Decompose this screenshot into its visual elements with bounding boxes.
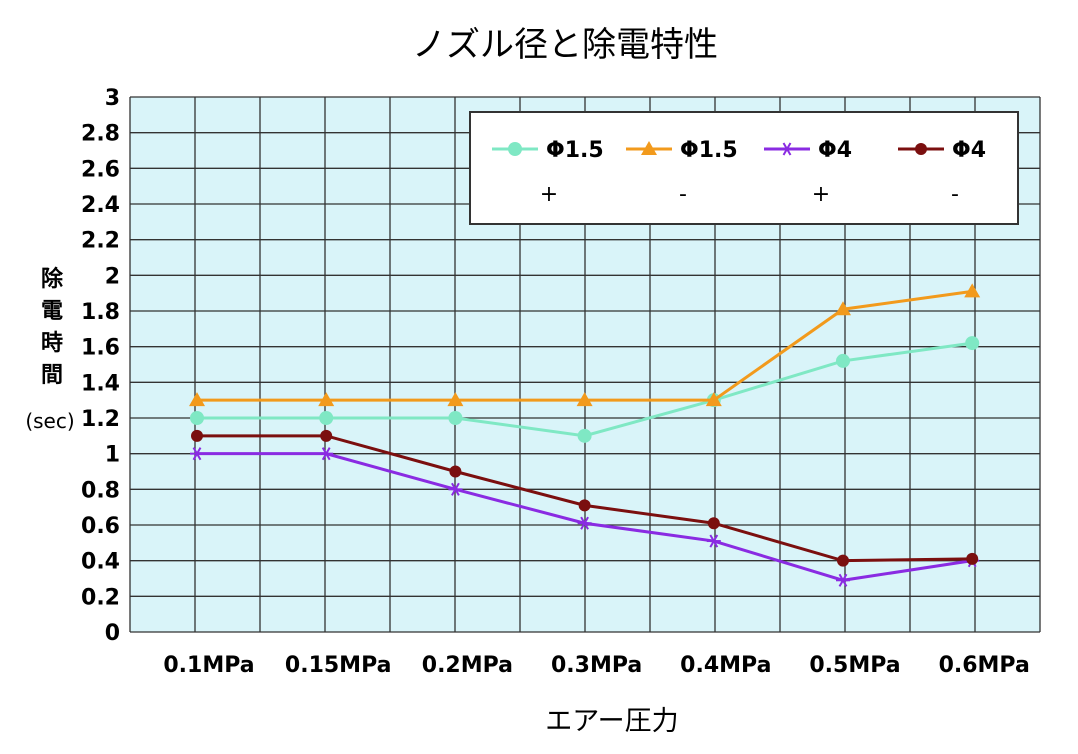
- x-tick-label: 0.5MPa: [809, 653, 900, 678]
- series-marker: [190, 411, 204, 425]
- series-2: [189, 283, 981, 407]
- y-tick-label: 0.6: [81, 514, 120, 539]
- series-marker: [780, 142, 794, 156]
- legend-item-2: Φ1.5 -: [626, 138, 738, 207]
- legend-sign: +: [540, 182, 558, 207]
- legend-sign: +: [812, 182, 830, 207]
- y-axis-label-char: 間: [41, 363, 63, 388]
- legend-item-4: Φ4 -: [898, 138, 986, 207]
- y-axis-ticks: 0 0.2 0.4 0.6 0.8 1 1.2 1.4 1.6 1.8 2 2.2 2.4 2.6 2.8 3: [81, 86, 120, 646]
- legend-item-1: Φ1.5 +: [492, 138, 604, 207]
- legend-sign: -: [679, 182, 687, 207]
- x-axis-ticks: 0.1MPa 0.15MPa 0.2MPa 0.3MPa 0.4MPa 0.5MPa 0.6…: [163, 653, 1029, 678]
- series-1: [190, 336, 980, 443]
- series-marker: [578, 499, 591, 512]
- x-tick-label: 0.3MPa: [551, 653, 642, 678]
- series-marker: [707, 517, 720, 530]
- legend: Φ1.5 + Φ1.5 - Φ4 + Φ4 -: [469, 111, 1019, 225]
- series-marker: [965, 336, 980, 351]
- series-marker: [835, 301, 851, 316]
- y-tick-label: 3: [105, 86, 120, 111]
- y-tick-label: 0.4: [81, 550, 120, 575]
- y-tick-label: 1: [105, 443, 120, 468]
- series-layer: [189, 283, 981, 587]
- series-marker: [915, 143, 927, 155]
- series-marker: [448, 411, 463, 425]
- series-marker: [320, 429, 333, 442]
- series-marker: [319, 411, 334, 425]
- legend-label: Φ1.5: [680, 138, 738, 163]
- series-marker: [705, 392, 722, 407]
- y-axis-label-unit: (sec): [25, 409, 74, 433]
- y-axis-label-char: 電: [41, 299, 63, 324]
- x-tick-label: 0.2MPa: [422, 653, 513, 678]
- series-marker: [576, 392, 593, 407]
- x-tick-label: 0.4MPa: [680, 653, 771, 678]
- y-tick-label: 1.4: [81, 371, 120, 396]
- series-marker: [319, 447, 334, 461]
- y-tick-label: 0.8: [81, 478, 120, 503]
- legend-items: Φ1.5 + Φ1.5 - Φ4 + Φ4 -: [492, 138, 986, 207]
- x-tick-label: 0.15MPa: [285, 653, 392, 678]
- series-marker: [577, 428, 592, 443]
- y-tick-label: 2.6: [81, 157, 120, 182]
- y-tick-label: 1.6: [81, 336, 120, 361]
- series-marker: [449, 465, 462, 478]
- series-marker: [964, 283, 981, 298]
- y-tick-label: 1.8: [81, 300, 120, 325]
- y-axis-label-char: 時: [41, 331, 63, 356]
- legend-box: [469, 111, 1019, 225]
- y-tick-label: 2.8: [81, 122, 120, 147]
- series-marker: [706, 534, 721, 548]
- series-marker: [447, 392, 464, 407]
- x-tick-label: 0.6MPa: [939, 653, 1030, 678]
- chart-title: ノズル径と除電特性: [412, 25, 718, 65]
- y-tick-label: 2.4: [81, 193, 120, 218]
- series-marker: [966, 552, 979, 565]
- series-marker: [641, 141, 657, 155]
- series-marker: [577, 516, 592, 530]
- series-marker: [836, 353, 850, 368]
- y-tick-label: 2: [105, 264, 120, 289]
- legend-sign: -: [951, 182, 959, 207]
- series-marker: [508, 142, 522, 156]
- legend-label: Φ4: [818, 138, 852, 163]
- x-tick-label: 0.1MPa: [163, 653, 254, 678]
- legend-item-3: Φ4 +: [764, 138, 852, 207]
- series-marker: [836, 573, 850, 587]
- y-tick-label: 0.2: [81, 585, 120, 610]
- y-tick-label: 0: [105, 621, 120, 646]
- legend-label: Φ4: [952, 138, 986, 163]
- series-marker: [448, 482, 463, 496]
- series-marker: [318, 392, 335, 407]
- series-marker: [189, 392, 205, 407]
- y-tick-label: 1.2: [81, 407, 120, 432]
- y-axis-label-char: 除: [41, 266, 64, 292]
- series-4: [191, 429, 979, 567]
- series-marker: [837, 554, 849, 567]
- y-tick-label: 2.2: [81, 229, 120, 254]
- series-marker: [191, 429, 203, 442]
- legend-label: Φ1.5: [546, 138, 604, 163]
- series-marker: [190, 447, 204, 461]
- x-axis-label: エアー圧力: [545, 706, 678, 737]
